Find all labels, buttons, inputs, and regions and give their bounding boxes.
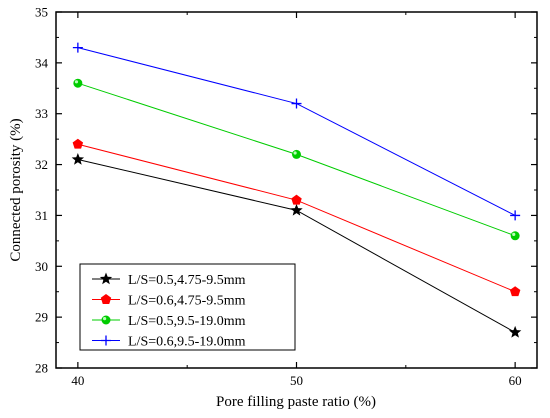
x-tick-label: 60	[509, 373, 522, 388]
x-tick-label: 40	[71, 373, 84, 388]
y-tick-label: 32	[35, 157, 48, 172]
legend-box	[79, 263, 296, 351]
y-tick-label: 28	[35, 361, 48, 376]
series-3-point	[73, 78, 83, 88]
legend: L/S=0.5,4.75-9.5mm L/S=0.6,4.75-9.5mm L/S=…	[79, 263, 296, 351]
x-tick-label: 50	[290, 373, 303, 388]
legend-label-3: L/S=0.5,9.5-19.0mm	[128, 314, 246, 329]
x-axis: 40 50 60	[71, 12, 522, 388]
series-4-point	[510, 210, 521, 221]
y-axis-title: Connected porosity (%)	[8, 118, 24, 261]
series-2-point	[72, 138, 84, 149]
legend-marker-3	[101, 315, 111, 325]
y-tick-label: 31	[35, 208, 48, 223]
series-1-point	[508, 325, 522, 338]
y-tick-label: 35	[35, 5, 48, 20]
series-markers	[71, 42, 522, 338]
series-3-point	[510, 231, 520, 241]
y-tick-label: 33	[35, 106, 48, 121]
y-tick-label: 29	[35, 310, 48, 325]
series-1-point	[71, 152, 85, 165]
y-tick-label: 30	[35, 259, 48, 274]
series-1-point	[290, 203, 303, 216]
legend-marker-1	[99, 272, 113, 285]
legend-marker-4	[101, 335, 111, 346]
series-4-point	[291, 98, 302, 109]
y-axis: 28 29 30 31 32 33 34 35	[35, 5, 537, 376]
series-4-point	[72, 42, 83, 53]
series-2-point	[509, 286, 521, 297]
legend-label-2: L/S=0.6,4.75-9.5mm	[128, 294, 246, 309]
legend-label-1: L/S=0.5,4.75-9.5mm	[128, 273, 246, 288]
series-line-4	[77, 47, 516, 216]
series-3-point	[292, 149, 301, 159]
y-tick-label: 34	[35, 55, 49, 70]
x-axis-title: Pore filling paste ratio (%)	[216, 394, 376, 410]
legend-marker-2	[100, 294, 112, 304]
legend-label-4: L/S=0.6,9.5-19.0mm	[128, 335, 246, 350]
series-2-point	[291, 194, 302, 205]
